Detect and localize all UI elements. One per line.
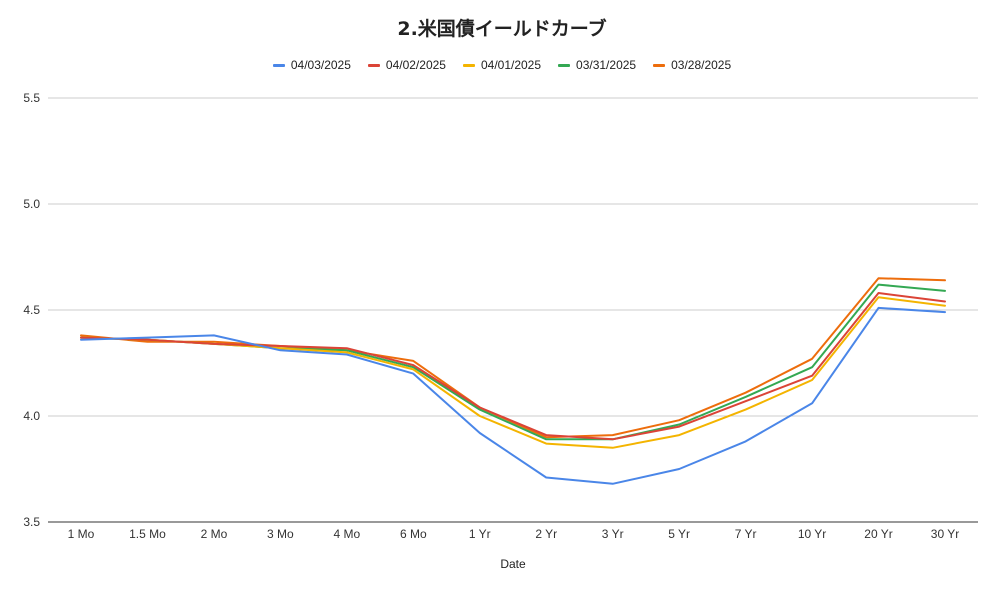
- x-tick-label: 1 Mo: [68, 527, 95, 541]
- y-tick-labels: 3.5 4.0 4.5 5.0 5.5: [23, 91, 40, 529]
- y-tick-label: 5.0: [23, 197, 40, 211]
- x-tick-label: 1 Yr: [469, 527, 491, 541]
- legend-label: 03/28/2025: [671, 58, 732, 72]
- legend-item[interactable]: 04/03/2025: [272, 58, 351, 72]
- series-lines: [80, 277, 946, 485]
- chart-title: 2.米国債イールドカーブ: [397, 18, 607, 40]
- legend-item[interactable]: 03/28/2025: [653, 58, 731, 72]
- x-tick-label: 10 Yr: [798, 527, 826, 541]
- legend-swatch: [367, 63, 380, 67]
- x-tick-label: 3 Mo: [267, 527, 294, 541]
- x-tick-label: 30 Yr: [931, 527, 959, 541]
- legend-swatch: [462, 63, 475, 67]
- series-line-4: [80, 277, 946, 439]
- legend-label: 04/02/2025: [385, 58, 446, 72]
- series-line-1: [80, 292, 946, 441]
- x-tick-label: 4 Mo: [334, 527, 361, 541]
- legend: 04/03/2025 04/02/2025 04/01/2025 03/31/2025…: [0, 58, 1004, 72]
- y-tick-label: 5.5: [23, 91, 40, 105]
- x-tick-label: 20 Yr: [864, 527, 892, 541]
- legend-swatch: [653, 63, 666, 67]
- x-tick-label: 1.5 Mo: [129, 527, 166, 541]
- legend-label: 04/03/2025: [290, 58, 351, 72]
- y-tick-label: 4.5: [23, 303, 40, 317]
- legend-item[interactable]: 03/31/2025: [558, 58, 636, 72]
- y-tick-label: 4.0: [23, 409, 40, 423]
- y-tick-label: 3.5: [23, 515, 40, 529]
- series-line-0: [80, 306, 946, 485]
- x-tick-labels: 1 Mo 1.5 Mo 2 Mo 3 Mo 4 Mo 6 Mo 1 Yr 2 Yr 3 Yr 5 …: [68, 527, 960, 541]
- x-tick-label: 5 Yr: [668, 527, 690, 541]
- x-axis-title: Date: [500, 557, 526, 571]
- legend-label: 03/31/2025: [576, 58, 637, 72]
- legend-item[interactable]: 04/02/2025: [367, 58, 446, 72]
- legend-item[interactable]: 04/01/2025: [462, 58, 542, 72]
- legend-swatch: [558, 63, 571, 67]
- x-tick-label: 2 Yr: [535, 527, 557, 541]
- x-tick-label: 6 Mo: [400, 527, 427, 541]
- legend-swatch: [272, 63, 285, 67]
- x-tick-label: 2 Mo: [201, 527, 228, 541]
- x-tick-label: 7 Yr: [735, 527, 757, 541]
- gridlines: [48, 97, 978, 523]
- legend-label: 04/01/2025: [480, 58, 542, 72]
- x-tick-label: 3 Yr: [602, 527, 624, 541]
